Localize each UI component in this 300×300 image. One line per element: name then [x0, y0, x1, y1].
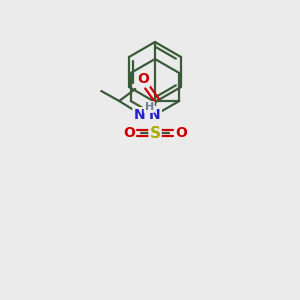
Text: N: N — [149, 110, 161, 124]
Text: N: N — [149, 108, 161, 122]
Text: F: F — [150, 107, 160, 121]
Text: H: H — [145, 102, 154, 112]
Text: O: O — [123, 126, 135, 140]
Text: S: S — [149, 125, 161, 140]
Text: O: O — [137, 72, 149, 86]
Text: N: N — [134, 108, 145, 122]
Text: O: O — [175, 126, 187, 140]
